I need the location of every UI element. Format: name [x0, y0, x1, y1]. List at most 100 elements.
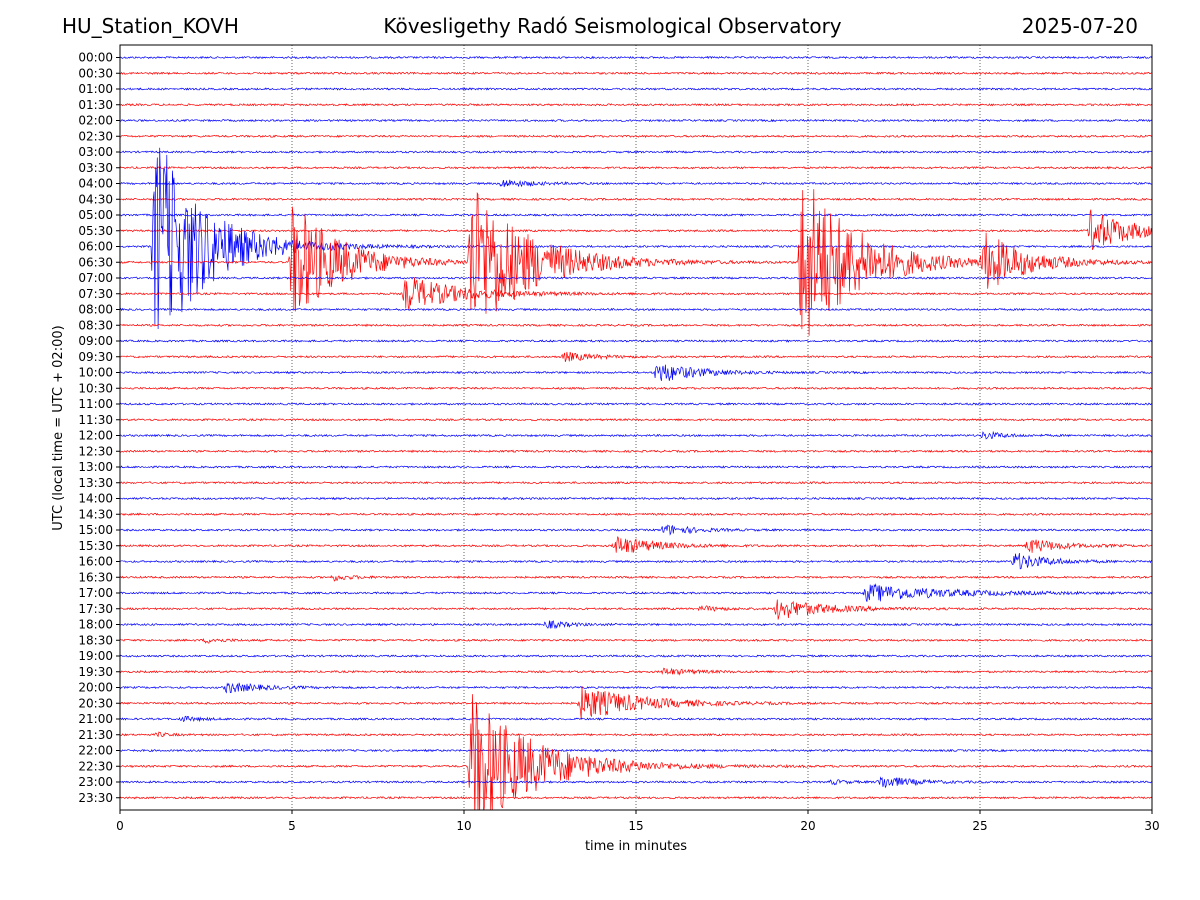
trace-1900	[120, 654, 1152, 658]
y-tick-label: 12:00	[78, 429, 113, 443]
y-tick-label: 09:30	[78, 350, 113, 364]
x-axis-label: time in minutes	[585, 839, 687, 854]
y-tick-label: 10:30	[78, 381, 113, 395]
x-tick-label: 20	[800, 819, 815, 833]
y-tick-label: 03:30	[78, 161, 113, 175]
y-tick-label: 14:00	[78, 492, 113, 506]
y-tick-label: 22:00	[78, 744, 113, 758]
y-tick-label: 15:00	[78, 523, 113, 537]
y-tick-label: 16:30	[78, 570, 113, 584]
y-tick-label: 10:00	[78, 366, 113, 380]
y-tick-label: 17:00	[78, 586, 113, 600]
trace-2300	[120, 776, 1152, 789]
y-tick-label: 03:00	[78, 145, 113, 159]
trace-1430	[120, 512, 1152, 517]
y-tick-label: 12:30	[78, 444, 113, 458]
y-tick-label: 06:30	[78, 255, 113, 269]
trace-1700	[120, 583, 1152, 602]
trace-1000	[120, 364, 1152, 381]
trace-0430	[120, 197, 1152, 202]
trace-0230	[120, 134, 1152, 138]
y-tick-label: 07:30	[78, 287, 113, 301]
y-tick-label: 23:30	[78, 791, 113, 805]
trace-2130	[120, 731, 1152, 738]
trace-0730	[120, 277, 1152, 310]
y-tick-label: 21:30	[78, 728, 113, 742]
y-tick-label: 11:30	[78, 413, 113, 427]
trace-1130	[120, 417, 1152, 422]
trace-0930	[120, 351, 1152, 363]
x-tick-label: 10	[456, 819, 471, 833]
chart-title: Kövesligethy Radó Seismological Observat…	[383, 14, 842, 38]
y-tick-label: 19:30	[78, 665, 113, 679]
y-tick-label: 22:30	[78, 759, 113, 773]
y-tick-label: 01:00	[78, 82, 113, 96]
trace-0600	[120, 147, 1152, 330]
y-tick-label: 21:00	[78, 712, 113, 726]
trace-group	[120, 55, 1152, 810]
x-tick-label: 30	[1144, 819, 1159, 833]
y-tick-label: 00:00	[78, 51, 113, 65]
date-label: 2025-07-20	[1021, 14, 1138, 38]
y-tick-label: 02:00	[78, 114, 113, 128]
y-tick-label: 11:00	[78, 397, 113, 411]
y-tick-label: 13:30	[78, 476, 113, 490]
trace-2330	[120, 795, 1152, 800]
y-tick-label: 05:30	[78, 224, 113, 238]
trace-0200	[120, 118, 1152, 123]
y-tick-label: 23:00	[78, 775, 113, 789]
trace-1200	[120, 430, 1152, 440]
x-axis: 0 5 10 15 20 25 30	[116, 810, 1160, 833]
trace-1300	[120, 465, 1152, 469]
trace-1930	[120, 667, 1152, 676]
trace-0000	[120, 55, 1152, 60]
x-tick-label: 15	[628, 819, 643, 833]
trace-1100	[120, 402, 1152, 406]
y-tick-label: 04:30	[78, 192, 113, 206]
y-tick-label: 07:00	[78, 271, 113, 285]
y-axis-label: UTC (local time = UTC + 02:00)	[51, 325, 66, 530]
y-tick-label: 18:00	[78, 618, 113, 632]
trace-1830	[120, 637, 1152, 644]
trace-0800	[120, 307, 1152, 312]
trace-2200	[120, 748, 1152, 753]
trace-2000	[120, 682, 1152, 694]
y-tick-label: 04:00	[78, 177, 113, 191]
trace-1730	[120, 599, 1152, 620]
x-tick-label: 0	[116, 819, 124, 833]
x-tick-label: 25	[972, 819, 987, 833]
trace-0900	[120, 339, 1152, 343]
y-tick-label: 17:30	[78, 602, 113, 616]
trace-0500	[120, 213, 1152, 217]
trace-0630	[120, 189, 1152, 336]
y-tick-label: 14:30	[78, 507, 113, 521]
y-tick-label: 09:00	[78, 334, 113, 348]
y-tick-label: 06:00	[78, 240, 113, 254]
trace-0300	[120, 150, 1152, 154]
x-grid	[291, 45, 981, 810]
trace-2230	[120, 694, 1152, 810]
trace-1230	[120, 449, 1152, 454]
y-tick-label: 08:00	[78, 303, 113, 317]
trace-1500	[120, 524, 1152, 536]
trace-1800	[120, 620, 1152, 630]
y-tick-label: 15:30	[78, 539, 113, 553]
trace-0400	[120, 179, 1152, 188]
y-tick-label: 02:30	[78, 129, 113, 143]
x-tick-label: 5	[288, 819, 296, 833]
y-tick-label: 20:30	[78, 696, 113, 710]
station-label: HU_Station_KOVH	[62, 14, 239, 38]
y-tick-label: 20:00	[78, 681, 113, 695]
y-tick-label: 01:30	[78, 98, 113, 112]
y-tick-label: 13:00	[78, 460, 113, 474]
trace-0700	[120, 276, 1152, 280]
trace-0100	[120, 87, 1152, 91]
trace-1530	[120, 536, 1152, 553]
y-tick-label: 00:30	[78, 66, 113, 80]
y-tick-label: 19:00	[78, 649, 113, 663]
y-tick-label: 18:30	[78, 633, 113, 647]
trace-2100	[120, 715, 1152, 723]
trace-0130	[120, 102, 1152, 107]
